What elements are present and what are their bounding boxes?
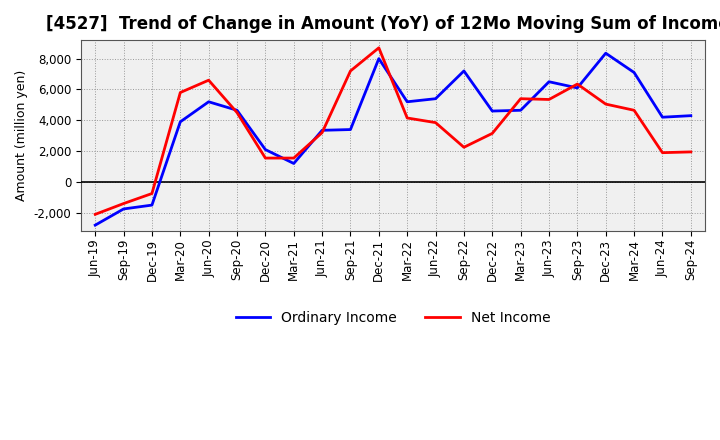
Y-axis label: Amount (million yen): Amount (million yen) xyxy=(15,70,28,202)
Net Income xyxy=(261,155,270,161)
Net Income xyxy=(431,120,440,125)
Net Income xyxy=(601,102,610,107)
Ordinary Income xyxy=(120,206,128,212)
Net Income xyxy=(630,108,639,113)
Ordinary Income xyxy=(374,56,383,61)
Net Income xyxy=(204,77,213,83)
Net Income xyxy=(459,145,468,150)
Net Income xyxy=(289,155,298,161)
Ordinary Income xyxy=(176,119,184,125)
Net Income xyxy=(346,68,355,73)
Ordinary Income xyxy=(318,128,326,133)
Net Income xyxy=(233,110,241,115)
Net Income xyxy=(573,81,582,87)
Ordinary Income xyxy=(630,70,639,75)
Ordinary Income xyxy=(459,68,468,73)
Net Income xyxy=(120,201,128,206)
Net Income xyxy=(403,115,412,121)
Ordinary Income xyxy=(261,147,270,152)
Ordinary Income xyxy=(601,51,610,56)
Title: [4527]  Trend of Change in Amount (YoY) of 12Mo Moving Sum of Incomes: [4527] Trend of Change in Amount (YoY) o… xyxy=(46,15,720,33)
Ordinary Income xyxy=(686,113,695,118)
Net Income xyxy=(148,191,156,196)
Net Income xyxy=(658,150,667,155)
Net Income xyxy=(488,131,497,136)
Ordinary Income xyxy=(658,114,667,120)
Net Income xyxy=(91,212,99,217)
Ordinary Income xyxy=(233,108,241,113)
Net Income xyxy=(516,96,525,101)
Ordinary Income xyxy=(204,99,213,104)
Legend: Ordinary Income, Net Income: Ordinary Income, Net Income xyxy=(235,311,550,325)
Ordinary Income xyxy=(403,99,412,104)
Ordinary Income xyxy=(431,96,440,101)
Net Income xyxy=(374,45,383,51)
Net Income xyxy=(176,90,184,95)
Net Income xyxy=(318,130,326,135)
Ordinary Income xyxy=(289,161,298,166)
Line: Net Income: Net Income xyxy=(95,48,690,214)
Ordinary Income xyxy=(148,202,156,208)
Ordinary Income xyxy=(573,85,582,91)
Ordinary Income xyxy=(91,223,99,228)
Ordinary Income xyxy=(346,127,355,132)
Line: Ordinary Income: Ordinary Income xyxy=(95,53,690,225)
Net Income xyxy=(686,149,695,154)
Net Income xyxy=(545,97,554,102)
Ordinary Income xyxy=(516,108,525,113)
Ordinary Income xyxy=(545,79,554,84)
Ordinary Income xyxy=(488,108,497,114)
